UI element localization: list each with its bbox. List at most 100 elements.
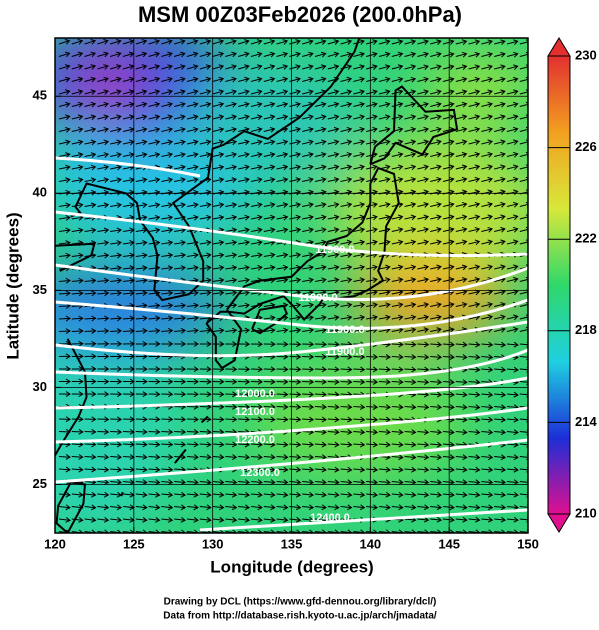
wind-vector <box>430 404 443 411</box>
wind-vector <box>494 341 507 348</box>
wind-vector <box>404 239 417 246</box>
wind-vector <box>225 164 238 171</box>
wind-vector <box>353 379 366 385</box>
wind-vector <box>494 454 507 461</box>
wind-vector <box>391 441 404 448</box>
wind-vector <box>174 391 187 398</box>
wind-vector <box>161 64 173 70</box>
wind-vector <box>84 454 97 460</box>
wind-vector <box>135 89 148 95</box>
wind-vector <box>417 126 429 133</box>
wind-vector <box>353 441 366 448</box>
wind-vector <box>174 114 186 121</box>
contour-label: 12300.0 <box>240 467 280 479</box>
wind-vector <box>110 391 123 398</box>
wind-vector <box>199 290 212 296</box>
wind-vector <box>327 366 340 373</box>
wind-vector <box>506 239 519 246</box>
wind-vector <box>366 202 378 208</box>
wind-vector <box>417 479 430 486</box>
wind-vector <box>263 39 276 45</box>
wind-vector <box>84 39 96 45</box>
wind-vector <box>455 139 468 146</box>
wind-vector <box>84 315 97 322</box>
wind-vector <box>199 239 212 246</box>
wind-vector <box>186 64 199 70</box>
wind-vector <box>212 126 225 133</box>
wind-vector <box>481 491 494 498</box>
wind-vector <box>417 227 430 233</box>
wind-vector <box>378 466 391 473</box>
y-tick-label: 25 <box>33 476 47 491</box>
wind-vector <box>250 341 263 348</box>
wind-vector <box>212 277 225 284</box>
wind-vector <box>263 327 276 334</box>
wind-vector <box>58 516 71 523</box>
wind-vector <box>135 39 148 45</box>
wind-vector <box>135 177 148 183</box>
wind-vector <box>468 276 481 283</box>
wind-vector <box>442 114 455 121</box>
wind-vector <box>225 126 238 133</box>
wind-vector <box>340 466 353 473</box>
wind-vector <box>353 164 366 171</box>
wind-vector <box>442 101 455 108</box>
wind-vector <box>430 302 442 308</box>
wind-vector <box>391 479 404 486</box>
wind-vector <box>84 353 97 360</box>
wind-vector <box>417 39 429 45</box>
wind-vector <box>186 39 199 45</box>
wind-vector <box>135 416 148 423</box>
wind-vector <box>494 239 506 246</box>
wind-vector <box>353 202 366 208</box>
wind-vector <box>148 227 161 234</box>
wind-vector <box>174 76 186 83</box>
wind-vector <box>199 516 212 523</box>
wind-vector <box>110 76 122 83</box>
wind-vector <box>148 366 161 372</box>
wind-vector <box>84 152 97 158</box>
wind-vector <box>391 404 404 410</box>
wind-vector <box>58 416 71 423</box>
wind-vector <box>97 441 110 448</box>
wind-vector <box>430 64 442 70</box>
wind-vector <box>430 176 442 183</box>
wind-vector <box>391 354 404 360</box>
wind-vector <box>430 101 442 108</box>
wind-vector <box>225 214 238 221</box>
wind-vector <box>404 51 417 58</box>
wind-vector <box>391 454 404 461</box>
wind-vector <box>430 89 442 96</box>
wind-vector <box>135 277 148 284</box>
wind-vector <box>263 391 276 398</box>
wind-vector <box>212 202 225 208</box>
contour-label: 12000.0 <box>235 388 275 400</box>
wind-vector <box>186 114 199 121</box>
wind-vector <box>340 227 353 233</box>
wind-vector <box>353 239 366 246</box>
wind-vector <box>340 177 353 183</box>
wind-vector <box>250 202 263 208</box>
wind-vector <box>302 341 315 348</box>
wind-vector <box>340 164 353 171</box>
wind-vector <box>71 378 84 385</box>
wind-vector <box>250 152 263 158</box>
wind-vector <box>327 353 340 360</box>
wind-vector <box>186 302 199 309</box>
wind-vector <box>481 391 494 398</box>
wind-vector <box>327 39 340 45</box>
wind-vector <box>276 51 289 58</box>
wind-vector <box>148 152 161 158</box>
x-tick-label: 150 <box>517 536 539 551</box>
wind-vector <box>506 366 519 373</box>
wind-vector <box>404 366 417 373</box>
wind-vector <box>391 341 404 348</box>
wind-vector <box>97 516 110 523</box>
wind-vector <box>71 466 84 473</box>
wind-vector <box>353 466 366 473</box>
wind-vector <box>97 504 110 511</box>
wind-vector <box>110 139 122 146</box>
wind-vector <box>276 391 289 398</box>
wind-vector <box>366 89 378 95</box>
wind-vector <box>340 441 353 448</box>
